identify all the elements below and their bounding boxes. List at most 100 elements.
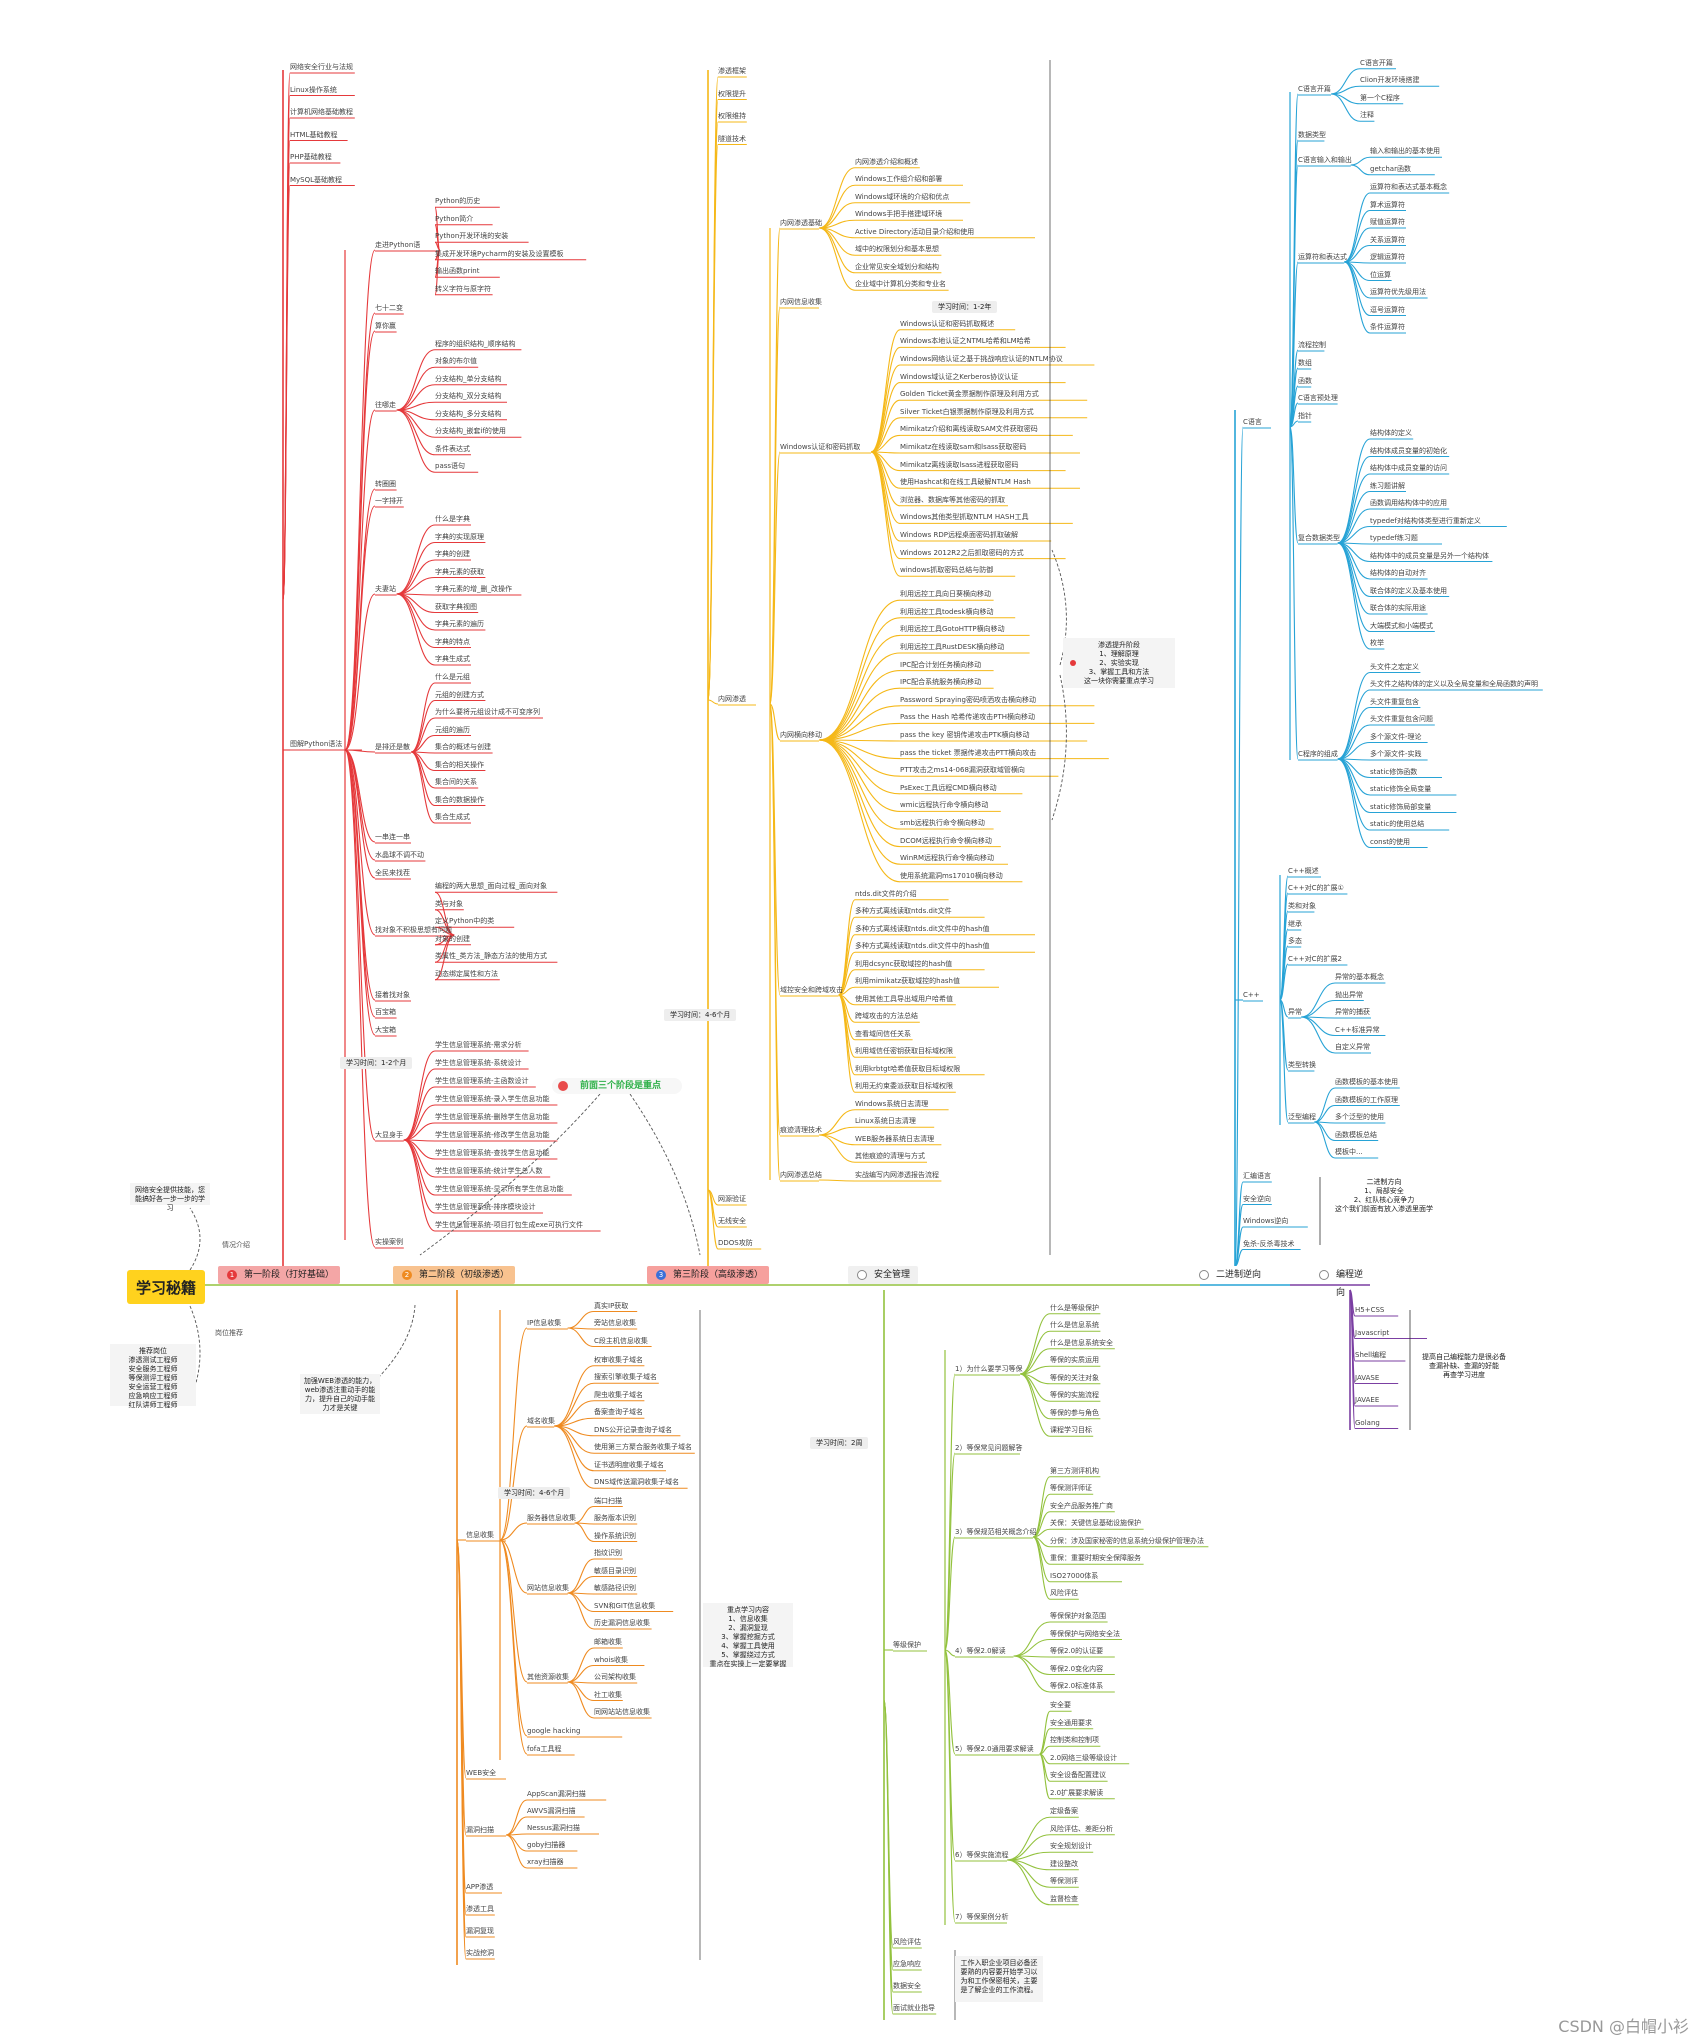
binary-c-leaf[interactable]: 结构体中的成员变量是另外一个结构体 <box>1370 551 1489 560</box>
s2-group-node[interactable]: 其他资源收集 <box>527 1673 569 1681</box>
binary-cpp-group[interactable]: C++对C的扩展① <box>1288 884 1344 892</box>
s1-leaf[interactable]: 元组的创建方式 <box>435 690 484 699</box>
s3-leaf[interactable]: IPC配合系统服务横向移动 <box>900 678 982 687</box>
safety-leaf[interactable]: 控制类和控制项 <box>1050 1736 1099 1745</box>
s3-group-node[interactable]: 内网横向移动 <box>780 731 822 739</box>
s2-leaf[interactable]: C段主机信息收集 <box>594 1336 648 1345</box>
binary-c-leaf[interactable]: 多个源文件-实践 <box>1370 750 1422 758</box>
prog-item[interactable]: Shell编程 <box>1355 1351 1387 1359</box>
stage-bar-4[interactable]: 安全管理 <box>848 1266 918 1284</box>
binary-misc-item[interactable]: 免杀-反杀毒技术 <box>1243 1239 1295 1248</box>
s3-leaf[interactable]: 域中的权限划分和基本思想 <box>855 245 939 254</box>
binary-c-leaf[interactable]: 条件运算符 <box>1370 323 1405 331</box>
s1-group-node[interactable]: 转圈圈 <box>375 480 396 488</box>
s1-leaf[interactable]: 字典的特点 <box>435 637 470 646</box>
stage-bar-5[interactable]: 二进制逆向 <box>1190 1266 1270 1284</box>
s1-leaf[interactable]: 编程的两大思想_面向过程_面向对象 <box>435 882 547 891</box>
binary-cpp-group[interactable]: 类型转换 <box>1288 1061 1316 1069</box>
s1-leaf[interactable]: 学生信息管理系统-显示所有学生信息功能 <box>435 1185 564 1193</box>
binary-c-leaf[interactable]: const的使用 <box>1370 837 1410 846</box>
binary-c-group[interactable]: 运算符和表达式 <box>1298 253 1347 261</box>
s2-leaf[interactable]: 敏感目录识别 <box>594 1566 636 1575</box>
s1-leaf[interactable]: 学生信息管理系统-项目打包生成exe可执行文件 <box>435 1221 583 1229</box>
s1-top-item[interactable]: Linux操作系统 <box>290 85 337 94</box>
s1-top-item[interactable]: HTML基础教程 <box>290 130 338 139</box>
binary-c-leaf[interactable]: 联合体的实际用途 <box>1370 604 1426 612</box>
binary-c-group[interactable]: 数据类型 <box>1298 131 1326 139</box>
binary-c-leaf[interactable]: 逗号运算符 <box>1370 305 1405 314</box>
s1-leaf[interactable]: 字典的创建 <box>435 550 470 558</box>
s3-leaf[interactable]: 跨域攻击的方法总结 <box>855 1012 918 1021</box>
binary-c-leaf[interactable]: static修饰局部变量 <box>1370 802 1432 811</box>
s1-leaf[interactable]: 元组的遍历 <box>435 725 470 734</box>
s3-leaf[interactable]: 利用远控工具todesk横向移动 <box>900 607 994 616</box>
binary-cpp-leaf[interactable]: 函数模板的基本使用 <box>1335 1078 1398 1086</box>
s3-bottom-item[interactable]: DDOS攻防 <box>718 1239 753 1247</box>
s1-group-node[interactable]: 七十二变 <box>375 304 403 312</box>
s1-leaf[interactable]: 集成开发环境Pycharm的安装及设置模板 <box>435 249 564 258</box>
s3-leaf[interactable]: 利用远控工具RustDESK横向移动 <box>900 643 1005 651</box>
binary-c-leaf[interactable]: static修饰函数 <box>1370 767 1418 776</box>
binary-c-group[interactable]: 流程控制 <box>1298 341 1326 349</box>
s3-leaf[interactable]: 使用其他工具导出域用户哈希值 <box>855 994 953 1003</box>
binary-c-leaf[interactable]: C语言开篇 <box>1360 58 1393 67</box>
s3-leaf[interactable]: Silver Ticket白银票据制作原理及利用方式 <box>900 407 1034 416</box>
s1-python-node[interactable]: 图解Python语法 <box>290 740 343 748</box>
safety-group-node[interactable]: 4）等保2.0解读 <box>955 1647 1006 1655</box>
binary-c-leaf[interactable]: 大端模式和小端模式 <box>1370 621 1433 630</box>
binary-cpp-node[interactable]: C++ <box>1243 991 1260 999</box>
s1-leaf[interactable]: 集合的数据操作 <box>435 795 484 804</box>
s2-leaf[interactable]: 备案查询子域名 <box>594 1408 643 1417</box>
s2-leaf[interactable]: 公司架构收集 <box>594 1673 636 1681</box>
s1-leaf[interactable]: 对象的创建 <box>435 934 470 943</box>
binary-cpp-leaf[interactable]: C++标准异常 <box>1335 1025 1380 1034</box>
binary-cpp-group[interactable]: 多态 <box>1288 937 1302 945</box>
s3-leaf[interactable]: 使用系统漏洞ms17010横向移动 <box>900 871 1003 880</box>
binary-cpp-group[interactable]: C++对C的扩展2 <box>1288 955 1342 963</box>
safety-group-node[interactable]: 6）等保实施流程 <box>955 1851 1009 1859</box>
safety-leaf[interactable]: 等保2.0标准体系 <box>1050 1682 1104 1690</box>
binary-c-leaf[interactable]: 结构体的自动对齐 <box>1370 569 1426 577</box>
prog-item[interactable]: H5+CSS <box>1355 1306 1385 1314</box>
s1-leaf[interactable]: 学生信息管理系统-修改学生信息功能 <box>435 1131 550 1139</box>
s1-group-node[interactable]: 找对象不积极思想有问题 <box>375 926 452 934</box>
safety-group-node[interactable]: 3）等保规范相关概念介绍 <box>955 1528 1037 1536</box>
s1-leaf[interactable]: 动态绑定属性和方法 <box>435 969 498 978</box>
s3-group-node[interactable]: 痕迹清理技术 <box>780 1126 822 1134</box>
binary-c-group[interactable]: 数组 <box>1298 359 1312 367</box>
s2-leaf[interactable]: 证书透明度收集子域名 <box>594 1460 664 1469</box>
binary-cpp-group[interactable]: 异常 <box>1288 1008 1302 1016</box>
binary-misc-item[interactable]: 汇编语言 <box>1243 1172 1271 1180</box>
s2-scan-leaf[interactable]: goby扫描器 <box>527 1841 566 1849</box>
binary-c-leaf[interactable]: 结构体中成员变量的访问 <box>1370 464 1447 472</box>
binary-c-leaf[interactable]: 注释 <box>1360 111 1374 120</box>
s2-web-node[interactable]: WEB安全 <box>466 1769 497 1777</box>
safety-group-node[interactable]: 2）等保常见问题解答 <box>955 1444 1023 1452</box>
safety-leaf[interactable]: 什么是等级保护 <box>1050 1303 1099 1312</box>
binary-c-leaf[interactable]: 头文件重复包含 <box>1370 697 1419 706</box>
s2-leaf[interactable]: 端口扫描 <box>594 1496 622 1505</box>
binary-c-group[interactable]: 函数 <box>1298 377 1312 385</box>
s2-leaf[interactable]: whois收集 <box>594 1655 629 1664</box>
s3-leaf[interactable]: 利用mimikatz获取域控的hash值 <box>855 977 960 986</box>
s1-group-node[interactable]: 水晶球不调不动 <box>375 851 424 859</box>
s3-top-item[interactable]: 权限维持 <box>718 112 746 120</box>
binary-c-node[interactable]: C语言 <box>1243 418 1262 426</box>
s1-top-item[interactable]: 计算机网络基础教程 <box>290 108 353 116</box>
stage-bar-6[interactable]: 编程逆向 <box>1310 1266 1370 1298</box>
s3-leaf[interactable]: 查看域间信任关系 <box>855 1029 911 1038</box>
s1-leaf[interactable]: 学生信息管理系统-查找学生信息功能 <box>435 1149 550 1157</box>
s1-leaf[interactable]: 集合的相关操作 <box>435 760 484 769</box>
s1-leaf[interactable]: 字典元素的遍历 <box>435 620 484 628</box>
s3-leaf[interactable]: 多种方式离线读取ntds.dit文件中的hash值 <box>855 942 990 951</box>
s3-leaf[interactable]: Mimikatz介绍和离线读取SAM文件获取密码 <box>900 425 1038 434</box>
s2-leaf[interactable]: 操作系统识别 <box>594 1531 636 1540</box>
s1-leaf[interactable]: 输出函数print <box>435 267 480 276</box>
binary-c-leaf[interactable]: 输入和输出的基本使用 <box>1370 147 1440 156</box>
binary-c-group[interactable]: C语言开篇 <box>1298 85 1331 93</box>
s3-leaf[interactable]: 企业常见安全域划分和结构 <box>855 262 939 271</box>
s3-leaf[interactable]: 浏览器、数据库等其他密码的抓取 <box>900 495 1005 504</box>
safety-leaf[interactable]: 建设整改 <box>1050 1859 1078 1868</box>
s2-group-node[interactable]: fofa工具程 <box>527 1745 562 1753</box>
s1-leaf[interactable]: 对象的布尔值 <box>435 357 477 366</box>
